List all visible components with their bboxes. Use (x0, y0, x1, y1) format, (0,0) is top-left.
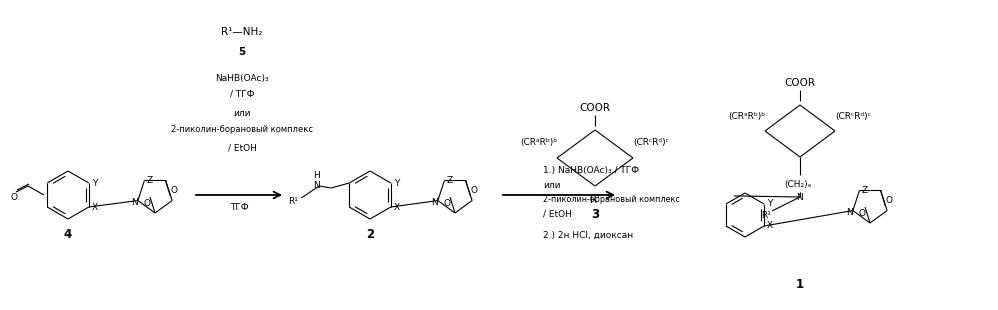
Text: R¹: R¹ (761, 210, 770, 219)
Text: X: X (767, 222, 773, 231)
Text: (CH₂)ₐ: (CH₂)ₐ (784, 180, 811, 189)
Text: Z: Z (446, 176, 452, 185)
Text: H: H (312, 171, 319, 180)
Text: Y: Y (92, 179, 98, 188)
Text: 2: 2 (366, 228, 374, 241)
Text: N: N (846, 208, 853, 217)
Text: N: N (431, 198, 438, 207)
Text: O: O (170, 186, 177, 195)
Text: или: или (234, 109, 250, 118)
Text: O: O (144, 198, 151, 207)
Text: O: O (443, 198, 450, 207)
Text: R': R' (590, 195, 600, 205)
Text: N: N (132, 198, 139, 207)
Text: 1: 1 (796, 278, 804, 291)
Text: Z: Z (861, 186, 867, 195)
Text: 5: 5 (239, 47, 246, 57)
Text: Y: Y (767, 200, 772, 209)
Text: 4: 4 (64, 228, 72, 241)
Text: O: O (858, 209, 865, 218)
Text: Y: Y (394, 179, 399, 188)
Text: / EtOH: / EtOH (543, 210, 572, 219)
Text: / EtOH: / EtOH (228, 144, 256, 153)
Text: O: O (11, 193, 18, 202)
Text: (CRᵃRᵇ)ᵇ: (CRᵃRᵇ)ᵇ (728, 113, 765, 122)
Text: N: N (796, 193, 803, 202)
Text: X: X (394, 202, 400, 211)
Text: R¹: R¹ (288, 197, 298, 206)
Text: COOR: COOR (580, 103, 611, 113)
Text: 2-пиколин-борановый комплекс: 2-пиколин-борановый комплекс (543, 196, 680, 205)
Text: X: X (92, 202, 98, 211)
Text: 2-пиколин-борановый комплекс: 2-пиколин-борановый комплекс (171, 126, 313, 135)
Text: NaHB(OAc)₃: NaHB(OAc)₃ (216, 73, 268, 82)
Text: (CRᶜRᵈ)ᶜ: (CRᶜRᵈ)ᶜ (835, 113, 871, 122)
Text: Z: Z (147, 176, 153, 185)
Text: O: O (885, 196, 892, 205)
Text: или: или (543, 181, 561, 191)
Text: COOR: COOR (784, 78, 815, 88)
Text: 3: 3 (591, 207, 599, 220)
Text: N: N (312, 181, 319, 191)
Text: R¹—NH₂: R¹—NH₂ (222, 27, 262, 37)
Text: ТГФ: ТГФ (230, 203, 249, 212)
Text: (CRᶜRᵈ)ᶜ: (CRᶜRᵈ)ᶜ (633, 138, 669, 147)
Text: 2.) 2н HCl, диоксан: 2.) 2н HCl, диоксан (543, 231, 634, 240)
Text: (CRᵃRᵇ)ᵇ: (CRᵃRᵇ)ᵇ (520, 138, 557, 147)
Text: 1.) NaHB(OAc)₃ / ТГФ: 1.) NaHB(OAc)₃ / ТГФ (543, 166, 639, 175)
Text: O: O (470, 186, 477, 195)
Text: / ТГФ: / ТГФ (230, 90, 254, 99)
